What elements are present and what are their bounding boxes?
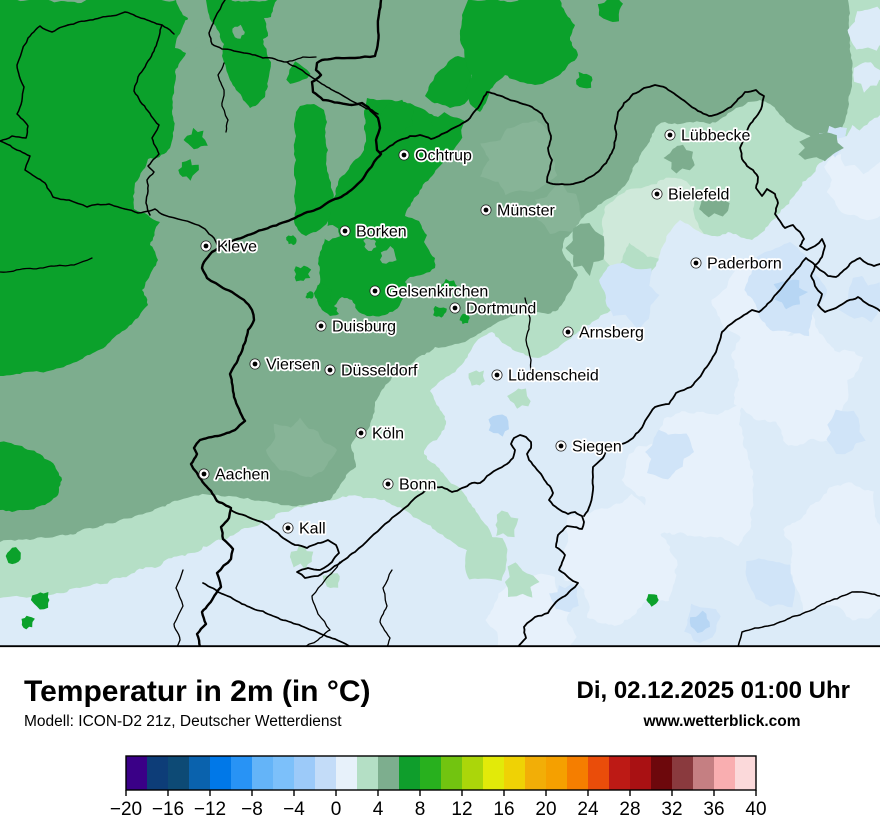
svg-text:24: 24 xyxy=(577,799,599,820)
svg-text:Borken: Borken xyxy=(356,224,407,241)
svg-text:Köln: Köln xyxy=(372,426,404,443)
svg-text:Düsseldorf: Düsseldorf xyxy=(341,363,418,380)
svg-text:36: 36 xyxy=(703,799,724,820)
svg-text:Dortmund: Dortmund xyxy=(466,301,536,318)
svg-text:8: 8 xyxy=(415,799,426,820)
svg-text:Paderborn: Paderborn xyxy=(707,256,782,273)
svg-text:Ochtrup: Ochtrup xyxy=(415,148,472,165)
svg-text:Kleve: Kleve xyxy=(217,239,257,256)
svg-text:−20: −20 xyxy=(110,799,142,820)
svg-text:Modell: ICON-D2 21z, Deutscher: Modell: ICON-D2 21z, Deutscher Wetterdie… xyxy=(24,713,342,730)
svg-text:−4: −4 xyxy=(283,799,305,820)
svg-text:40: 40 xyxy=(745,799,766,820)
svg-text:20: 20 xyxy=(535,799,556,820)
svg-text:Siegen: Siegen xyxy=(572,439,622,456)
svg-text:www.wetterblick.com: www.wetterblick.com xyxy=(642,713,800,730)
svg-text:Aachen: Aachen xyxy=(215,467,269,484)
svg-text:0: 0 xyxy=(331,799,342,820)
svg-text:32: 32 xyxy=(661,799,682,820)
svg-text:Bonn: Bonn xyxy=(399,477,436,494)
svg-text:Lüdenscheid: Lüdenscheid xyxy=(508,368,599,385)
svg-text:16: 16 xyxy=(493,799,514,820)
svg-text:Temperatur in 2m (in °C): Temperatur in 2m (in °C) xyxy=(24,675,370,708)
svg-text:Bielefeld: Bielefeld xyxy=(668,187,729,204)
svg-text:4: 4 xyxy=(373,799,384,820)
svg-text:Arnsberg: Arnsberg xyxy=(579,325,644,342)
svg-text:Kall: Kall xyxy=(299,521,326,538)
svg-text:12: 12 xyxy=(451,799,472,820)
svg-text:−8: −8 xyxy=(241,799,263,820)
svg-text:Münster: Münster xyxy=(497,203,555,220)
svg-text:Gelsenkirchen: Gelsenkirchen xyxy=(386,284,488,301)
svg-text:28: 28 xyxy=(619,799,640,820)
svg-text:−12: −12 xyxy=(194,799,226,820)
svg-text:Lübbecke: Lübbecke xyxy=(681,128,750,145)
svg-text:Di, 02.12.2025 01:00 Uhr: Di, 02.12.2025 01:00 Uhr xyxy=(576,677,850,704)
svg-text:−16: −16 xyxy=(152,799,184,820)
svg-text:Viersen: Viersen xyxy=(266,357,320,374)
svg-text:Duisburg: Duisburg xyxy=(332,319,396,336)
